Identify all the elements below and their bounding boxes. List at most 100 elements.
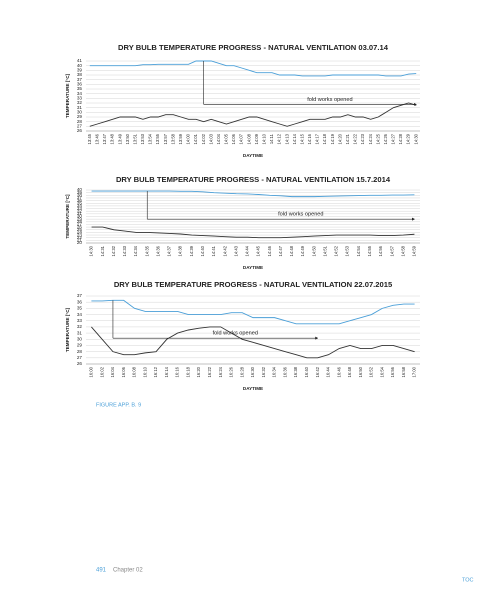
toc-link[interactable]: TOC (462, 577, 474, 583)
x-tick-label: 14:49 (300, 245, 305, 256)
y-tick-label: 37 (77, 195, 83, 200)
x-tick-label: 14:48 (289, 245, 294, 256)
y-tick-label: 35 (77, 306, 83, 311)
x-tick-label: 14:47 (278, 245, 283, 256)
x-tick-label: 16:52 (369, 366, 374, 377)
series-line (91, 226, 415, 239)
y-tick-label: 39 (77, 68, 83, 73)
x-tick-label: 14:43 (233, 245, 238, 256)
y-tick-label: 31 (77, 105, 83, 110)
x-tick-label: 13:47 (102, 133, 107, 144)
x-tick-label: 16:46 (336, 366, 341, 377)
x-tick-label: 14:53 (345, 245, 350, 256)
x-tick-label: 14:20 (337, 133, 342, 144)
x-tick-label: 13:45 (87, 133, 92, 144)
y-tick-label: 25 (77, 227, 83, 232)
annotation-text: fold works opened (213, 331, 258, 337)
y-tick-label: 34 (77, 91, 83, 96)
x-tick-label: 14:52 (334, 245, 339, 256)
x-tick-label: 16:26 (229, 366, 234, 377)
x-tick-label: 16:54 (379, 366, 384, 377)
y-tick-label: 22 (77, 235, 83, 240)
x-tick-label: 16:06 (121, 366, 126, 377)
y-tick-label: 39 (77, 190, 83, 195)
y-tick-label: 27 (77, 124, 83, 129)
x-tick-label: 13:46 (94, 133, 99, 144)
x-tick-label: 14:00 (186, 133, 191, 144)
x-tick-label: 14:01 (193, 133, 198, 144)
x-tick-label: 16:40 (304, 366, 309, 377)
x-tick-label: 14:33 (122, 245, 127, 256)
y-tick-label: 28 (77, 349, 83, 354)
x-tick-label: 16:32 (261, 366, 266, 377)
x-tick-label: 16:20 (196, 366, 201, 377)
x-tick-label: 16:36 (282, 366, 287, 377)
y-tick-label: 20 (77, 240, 83, 245)
x-tick-label: 16:48 (347, 366, 352, 377)
x-tick-label: 14:30 (413, 133, 418, 144)
x-tick-label: 14:32 (111, 245, 116, 256)
x-axis-label: DAYTIME (243, 386, 263, 391)
y-tick-label: 30 (77, 110, 83, 115)
y-tick-label: 33 (77, 318, 83, 323)
y-tick-label: 28 (77, 119, 83, 124)
x-tick-label: 16:44 (326, 366, 331, 377)
x-tick-label: 16:22 (207, 366, 212, 377)
annotation-text: fold works opened (278, 212, 323, 218)
x-tick-label: 13:48 (110, 133, 115, 144)
x-tick-label: 14:24 (368, 133, 373, 144)
annotation-text: fold works opened (307, 97, 352, 103)
x-tick-label: 16:04 (110, 366, 115, 377)
x-tick-label: 16:28 (239, 366, 244, 377)
chapter: Chapter 02 (113, 568, 143, 574)
x-tick-label: 14:30 (89, 245, 94, 256)
x-tick-label: 13:49 (117, 133, 122, 144)
y-tick-label: 26 (77, 361, 83, 366)
y-tick-label: 30 (77, 336, 83, 341)
x-tick-label: 13:58 (170, 133, 175, 144)
x-tick-label: 14:37 (167, 245, 172, 256)
y-tick-label: 37 (77, 77, 83, 82)
y-tick-label: 29 (77, 343, 83, 348)
x-tick-label: 14:21 (345, 133, 350, 144)
x-tick-label: 13:59 (178, 133, 183, 144)
y-tick-label: 37 (77, 293, 83, 298)
y-tick-label: 29 (77, 114, 83, 119)
figure-caption: FIGURE APP. B. 9 (96, 402, 141, 408)
x-tick-label: 14:56 (378, 245, 383, 256)
x-tick-label: 14:19 (330, 133, 335, 144)
x-tick-label: 14:22 (353, 133, 358, 144)
y-tick-label: 40 (77, 63, 83, 68)
chart-title: DRY BULB TEMPERATURE PROGRESS - NATURAL … (118, 43, 389, 52)
y-tick-label: 35 (77, 86, 83, 91)
x-tick-label: 16:56 (390, 366, 395, 377)
x-tick-label: 14:27 (391, 133, 396, 144)
x-tick-label: 14:23 (360, 133, 365, 144)
x-tick-label: 16:24 (218, 366, 223, 377)
x-tick-label: 14:12 (277, 133, 282, 144)
x-tick-label: 13:57 (163, 133, 168, 144)
x-tick-label: 16:18 (185, 366, 190, 377)
y-tick-label: 32 (77, 208, 83, 213)
chart-title: DRY BULB TEMPERATURE PROGRESS - NATURAL … (114, 280, 393, 289)
y-tick-label: 41 (77, 58, 83, 63)
x-tick-label: 13:54 (148, 133, 153, 144)
x-tick-label: 14:09 (254, 133, 259, 144)
x-tick-label: 14:57 (389, 245, 394, 256)
x-tick-label: 16:14 (164, 366, 169, 377)
y-tick-label: 40 (77, 187, 83, 192)
x-tick-label: 14:34 (133, 245, 138, 256)
x-tick-label: 16:34 (272, 366, 277, 377)
y-tick-label: 36 (77, 299, 83, 304)
y-axis-label: TEMPERATURE [°C] (65, 194, 70, 239)
y-tick-label: 29 (77, 216, 83, 221)
page-number: 491 (96, 568, 107, 574)
x-tick-label: 14:46 (267, 245, 272, 256)
x-tick-label: 14:14 (292, 133, 297, 144)
x-tick-label: 14:04 (216, 133, 221, 144)
y-tick-label: 34 (77, 203, 83, 208)
y-tick-label: 26 (77, 128, 83, 133)
y-tick-label: 27 (77, 355, 83, 360)
